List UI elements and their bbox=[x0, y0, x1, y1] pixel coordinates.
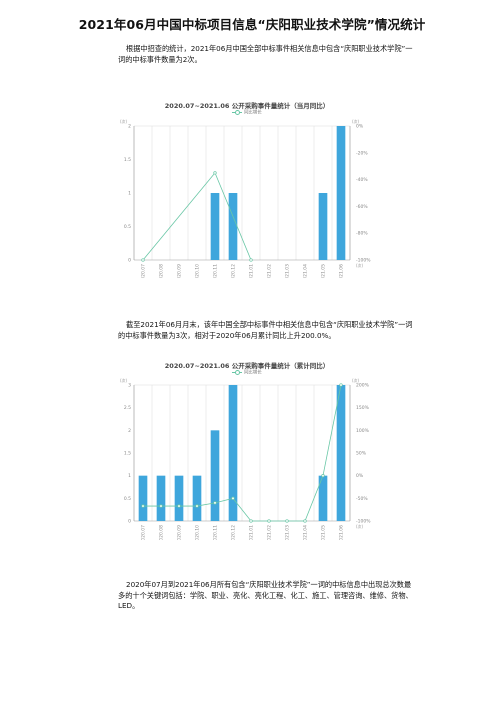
y-tick-label: 2.5 bbox=[124, 405, 131, 411]
x-tick-label: 2021.01 bbox=[249, 525, 255, 540]
chart-cumulative-title: 2020.07~2021.06 公开采购事件量统计（累计同比） bbox=[164, 362, 330, 370]
document-title: 2021年06月中国中标项目信息“庆阳职业技术学院”情况统计 bbox=[78, 17, 426, 32]
x-tick-label: 2020.10 bbox=[195, 525, 201, 540]
yoy-point bbox=[267, 519, 271, 523]
chart-monthly-plot: (次) (次)00.511.52-100%-80%-60%-40%-20%0%(次… bbox=[120, 118, 371, 278]
yoy-point bbox=[339, 383, 343, 387]
paragraph-monthly: 根据中招查的统计，2021年06月中国全部中标事件相关信息中包含“庆阳职业技术学… bbox=[118, 44, 413, 64]
y-tick-label: 1 bbox=[128, 473, 131, 479]
right-tick-label: 50% bbox=[356, 451, 367, 457]
yoy-line bbox=[143, 384, 342, 522]
chart-cumulative: 2020.07~2021.06 公开采购事件量统计（累计同比） 同比增长 (次)… bbox=[118, 360, 376, 540]
y-tick-label: 3 bbox=[128, 383, 131, 389]
x-tick-label: 2020.08 bbox=[159, 525, 165, 540]
chart-monthly: 2020.07~2021.06 公开采购事件量统计（当月同比） 同比增长 (次)… bbox=[118, 100, 376, 278]
x-tick-label: 2021.05 bbox=[321, 525, 327, 540]
x-tick-label: 2020.08 bbox=[159, 264, 165, 278]
yoy-point bbox=[213, 501, 217, 505]
x-tick-label: 2021.04 bbox=[303, 264, 309, 278]
legend-line-icon bbox=[232, 109, 243, 115]
bar-2021.06 bbox=[336, 385, 346, 521]
right-tick-label: -40% bbox=[356, 177, 368, 183]
right-tick-label: -80% bbox=[356, 231, 368, 237]
bar-2020.10 bbox=[192, 475, 202, 521]
yoy-point bbox=[213, 171, 217, 175]
chart-cumulative-plot: (次) (次) 0 0.5 1 1.5 2 2.5 3 -100% -50% 0% 50% 100% 150… bbox=[120, 377, 371, 540]
y-tick-label: 1 bbox=[128, 191, 131, 197]
bar-2020.11 bbox=[210, 430, 220, 521]
legend-line-icon bbox=[232, 369, 243, 375]
right-axis-unit: (次) bbox=[352, 118, 360, 124]
yoy-point bbox=[195, 504, 199, 508]
yoy-point bbox=[249, 519, 253, 523]
right-tick-label: 200% bbox=[356, 383, 370, 389]
right-tick-label: 0% bbox=[356, 473, 364, 479]
right-tick-label: -50% bbox=[356, 496, 368, 502]
yoy-point bbox=[321, 474, 325, 478]
bar-2021.06 bbox=[336, 126, 346, 260]
paragraph-cumulative: 截至2021年06月月末，该年中国全部中标事件中相关信息中包含“庆阳职业技术学院… bbox=[118, 320, 413, 340]
y-tick-label: 0.5 bbox=[124, 496, 131, 502]
x-tick-label: 2020.07 bbox=[141, 525, 147, 540]
right-tick-label: 150% bbox=[356, 405, 370, 411]
x-tick-label: 2021.03 bbox=[285, 525, 291, 540]
x-tick-label: 2021.06 bbox=[339, 264, 345, 278]
x-tick-label: 2020.12 bbox=[231, 264, 237, 278]
chart-monthly-legend: 同比增长 bbox=[118, 109, 376, 116]
left-axis-unit: (次) bbox=[120, 377, 128, 383]
yoy-point bbox=[141, 258, 145, 262]
x-tick-label: 2021.02 bbox=[267, 264, 273, 278]
right-tick-label: -60% bbox=[356, 204, 368, 210]
y-tick-label: 2 bbox=[128, 428, 131, 434]
yoy-point bbox=[141, 504, 145, 508]
right-tick-label: 100% bbox=[356, 428, 370, 434]
x-tick-label: 2021.01 bbox=[249, 264, 255, 278]
bar-2020.12 bbox=[228, 193, 238, 260]
right-axis-unit-bottom: (次) bbox=[356, 262, 364, 268]
yoy-point bbox=[177, 504, 181, 508]
y-tick-label: 0.5 bbox=[124, 224, 131, 230]
y-tick-label: 0 bbox=[128, 519, 131, 525]
x-tick-label: 2020.12 bbox=[231, 525, 237, 540]
right-tick-label: 0% bbox=[356, 124, 364, 130]
x-tick-label: 2021.03 bbox=[285, 264, 291, 278]
chart-cumulative-legend: 同比增长 bbox=[118, 369, 376, 376]
yoy-point bbox=[285, 519, 289, 523]
x-tick-label: 2021.06 bbox=[339, 525, 345, 540]
bar-2020.09 bbox=[174, 475, 184, 521]
right-axis-unit-bottom: (次) bbox=[356, 523, 364, 529]
x-tick-label: 2020.10 bbox=[195, 264, 201, 278]
y-tick-label: 1.5 bbox=[124, 451, 131, 457]
x-tick-label: 2020.07 bbox=[141, 264, 147, 278]
x-tick-label: 2020.11 bbox=[213, 525, 219, 540]
y-tick-label: 2 bbox=[128, 124, 131, 130]
bar-2020.08 bbox=[156, 475, 166, 521]
yoy-point bbox=[303, 519, 307, 523]
yoy-point bbox=[159, 504, 163, 508]
right-axis-unit: (次) bbox=[352, 377, 360, 383]
x-tick-label: 2020.09 bbox=[177, 525, 183, 540]
bar-2021.05 bbox=[318, 475, 328, 521]
yoy-point bbox=[231, 496, 235, 500]
paragraph-keywords: 2020年07月到2021年06月所有包含“庆阳职业技术学院”一词的中标信息中出… bbox=[118, 580, 413, 610]
bar-2020.07 bbox=[138, 475, 148, 521]
x-tick-label: 2020.09 bbox=[177, 264, 183, 278]
yoy-point bbox=[249, 258, 253, 262]
chart-monthly-title: 2020.07~2021.06 公开采购事件量统计（当月同比） bbox=[164, 102, 330, 110]
x-tick-label: 2021.02 bbox=[267, 525, 273, 540]
bar-2020.11 bbox=[210, 193, 220, 260]
right-tick-label: -100% bbox=[356, 519, 371, 525]
legend-label: 同比增长 bbox=[243, 110, 262, 116]
x-tick-label: 2021.05 bbox=[321, 264, 327, 278]
bar-2020.12 bbox=[228, 385, 238, 521]
x-tick-label: 2020.11 bbox=[213, 264, 219, 278]
right-tick-label: -100% bbox=[356, 258, 371, 264]
y-tick-label: 1.5 bbox=[124, 157, 131, 163]
legend-label: 同比增长 bbox=[243, 370, 262, 376]
bar-2021.05 bbox=[318, 193, 328, 260]
y-tick-label: 0 bbox=[128, 258, 131, 264]
x-tick-label: 2021.04 bbox=[303, 525, 309, 540]
left-axis-unit: (次) bbox=[120, 118, 128, 124]
right-tick-label: -20% bbox=[356, 150, 368, 156]
